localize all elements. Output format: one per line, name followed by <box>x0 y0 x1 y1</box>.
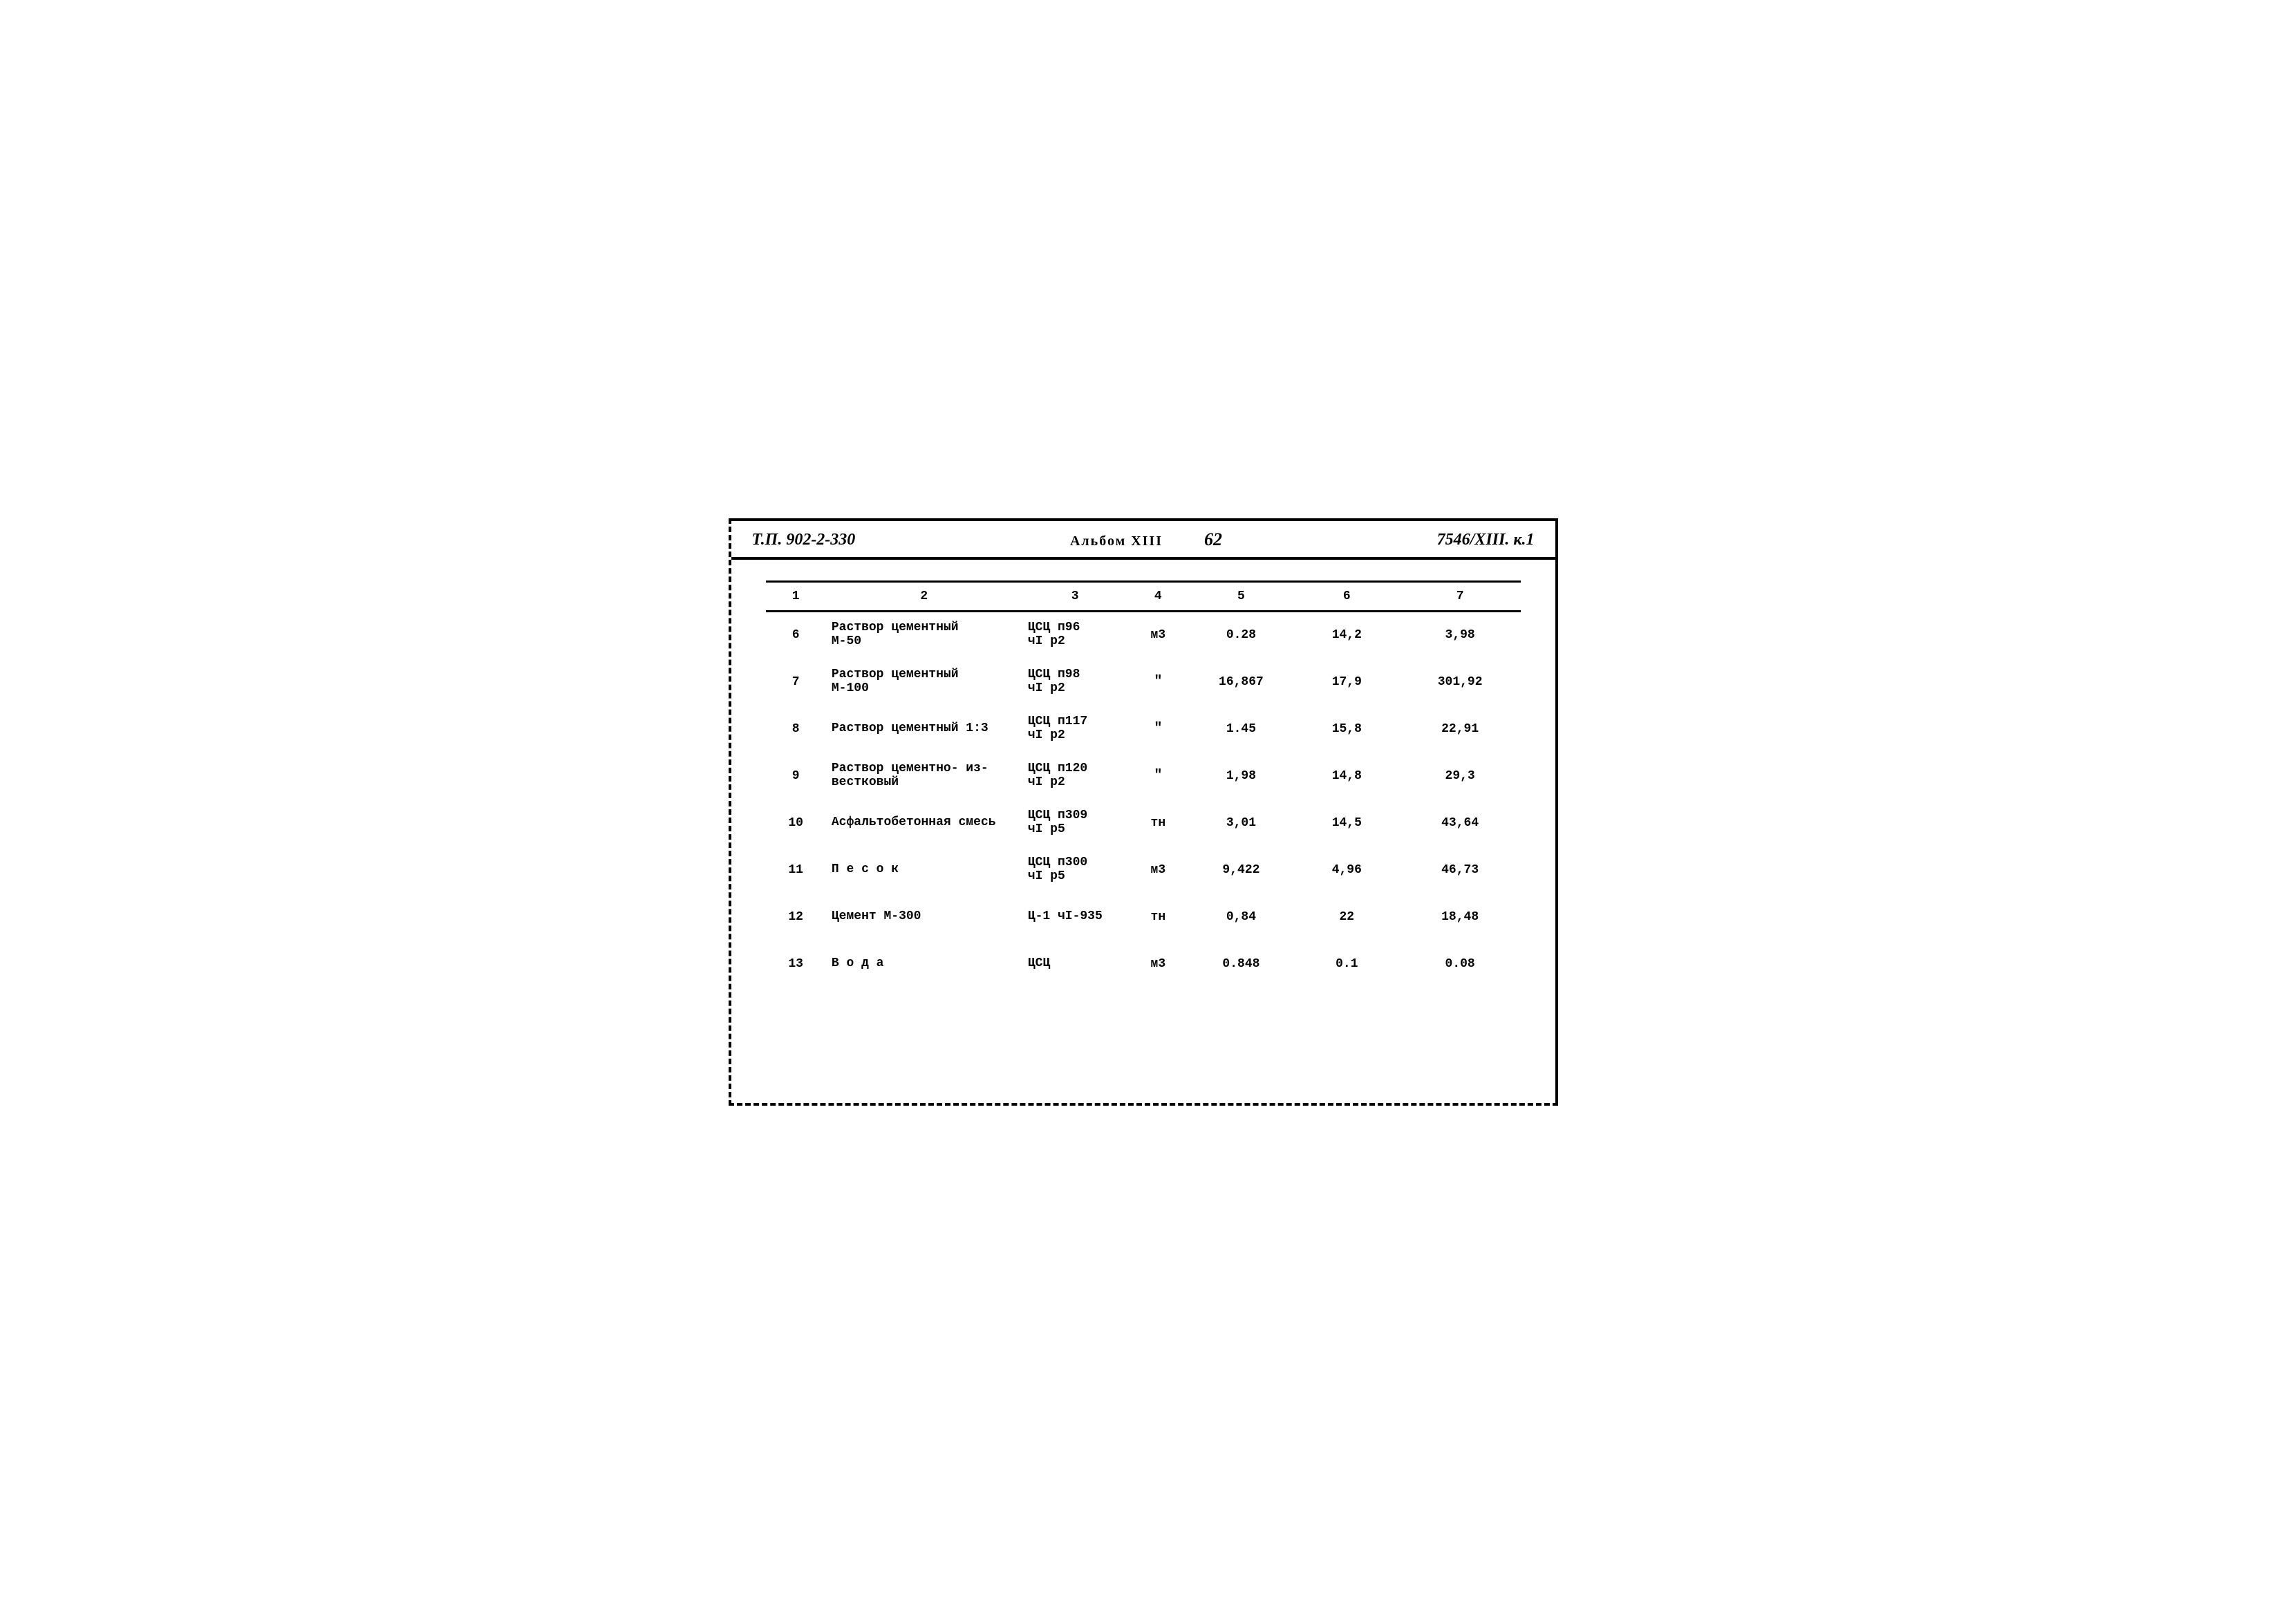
row-unit: " <box>1128 753 1188 800</box>
header-doc-number: Т.П. 902-2-330 <box>752 531 856 549</box>
document-header: Т.П. 902-2-330 Альбом XIII 62 7546/XIII.… <box>731 521 1555 560</box>
row-num: 9 <box>766 753 826 800</box>
row-unit: тн <box>1128 894 1188 941</box>
row-code: Ц-1 чI-935 <box>1022 894 1128 941</box>
table-row: 11 П е с о к ЦСЦ п300чI р5 м3 9,422 4,96… <box>766 847 1521 894</box>
row-total: 29,3 <box>1400 753 1521 800</box>
column-header-5: 5 <box>1188 582 1294 612</box>
header-album-label: Альбом XIII <box>1070 534 1163 549</box>
row-num: 13 <box>766 941 826 988</box>
row-unit: м3 <box>1128 941 1188 988</box>
document-page: Т.П. 902-2-330 Альбом XIII 62 7546/XIII.… <box>729 518 1558 1106</box>
row-unit: " <box>1128 659 1188 706</box>
row-unit: м3 <box>1128 612 1188 659</box>
row-desc: В о д а <box>826 941 1022 988</box>
table-row: 9 Раствор цементно- из-вестковый ЦСЦ п12… <box>766 753 1521 800</box>
table-row: 12 Цемент М-300 Ц-1 чI-935 тн 0,84 22 18… <box>766 894 1521 941</box>
row-rate: 22 <box>1294 894 1400 941</box>
row-qty: 0,84 <box>1188 894 1294 941</box>
column-header-3: 3 <box>1022 582 1128 612</box>
row-code: ЦСЦ п117чI р2 <box>1022 706 1128 753</box>
row-desc: Асфальтобетонная смесь <box>826 800 1022 847</box>
table-row: 7 Раствор цементныйМ-100 ЦСЦ п98чI р2 " … <box>766 659 1521 706</box>
row-qty: 9,422 <box>1188 847 1294 894</box>
row-num: 7 <box>766 659 826 706</box>
row-rate: 0.1 <box>1294 941 1400 988</box>
row-rate: 14,2 <box>1294 612 1400 659</box>
header-center-group: Альбом XIII 62 <box>1070 529 1222 550</box>
row-num: 10 <box>766 800 826 847</box>
row-code: ЦСЦ п309чI р5 <box>1022 800 1128 847</box>
row-code: ЦСЦ п300чI р5 <box>1022 847 1128 894</box>
row-total: 46,73 <box>1400 847 1521 894</box>
table-container: 1 2 3 4 5 6 7 6 Раствор цементныйМ-50 ЦС… <box>731 560 1555 1008</box>
row-desc: Раствор цементный 1:3 <box>826 706 1022 753</box>
row-unit: м3 <box>1128 847 1188 894</box>
row-qty: 1,98 <box>1188 753 1294 800</box>
row-num: 6 <box>766 612 826 659</box>
column-header-1: 1 <box>766 582 826 612</box>
row-code: ЦСЦ п120чI р2 <box>1022 753 1128 800</box>
row-rate: 14,5 <box>1294 800 1400 847</box>
row-desc: П е с о к <box>826 847 1022 894</box>
column-header-2: 2 <box>826 582 1022 612</box>
row-total: 18,48 <box>1400 894 1521 941</box>
header-right-code: 7546/XIII. к.1 <box>1437 531 1535 549</box>
row-rate: 4,96 <box>1294 847 1400 894</box>
row-num: 11 <box>766 847 826 894</box>
row-qty: 16,867 <box>1188 659 1294 706</box>
row-total: 0.08 <box>1400 941 1521 988</box>
row-code: ЦСЦ п96чI р2 <box>1022 612 1128 659</box>
row-total: 3,98 <box>1400 612 1521 659</box>
row-desc: Раствор цементныйМ-100 <box>826 659 1022 706</box>
column-header-7: 7 <box>1400 582 1521 612</box>
row-qty: 3,01 <box>1188 800 1294 847</box>
row-rate: 15,8 <box>1294 706 1400 753</box>
row-qty: 0.28 <box>1188 612 1294 659</box>
row-rate: 17,9 <box>1294 659 1400 706</box>
table-row: 6 Раствор цементныйМ-50 ЦСЦ п96чI р2 м3 … <box>766 612 1521 659</box>
table-row: 8 Раствор цементный 1:3 ЦСЦ п117чI р2 " … <box>766 706 1521 753</box>
row-total: 43,64 <box>1400 800 1521 847</box>
column-header-4: 4 <box>1128 582 1188 612</box>
table-row: 13 В о д а ЦСЦ м3 0.848 0.1 0.08 <box>766 941 1521 988</box>
table-body: 6 Раствор цементныйМ-50 ЦСЦ п96чI р2 м3 … <box>766 612 1521 988</box>
table-header-row: 1 2 3 4 5 6 7 <box>766 582 1521 612</box>
row-total: 301,92 <box>1400 659 1521 706</box>
row-code: ЦСЦ п98чI р2 <box>1022 659 1128 706</box>
row-desc: Цемент М-300 <box>826 894 1022 941</box>
materials-table: 1 2 3 4 5 6 7 6 Раствор цементныйМ-50 ЦС… <box>766 580 1521 988</box>
row-desc: Раствор цементно- из-вестковый <box>826 753 1022 800</box>
row-code: ЦСЦ <box>1022 941 1128 988</box>
row-unit: " <box>1128 706 1188 753</box>
row-num: 8 <box>766 706 826 753</box>
row-qty: 1.45 <box>1188 706 1294 753</box>
column-header-6: 6 <box>1294 582 1400 612</box>
row-num: 12 <box>766 894 826 941</box>
row-total: 22,91 <box>1400 706 1521 753</box>
header-page-number: 62 <box>1204 529 1222 550</box>
row-unit: тн <box>1128 800 1188 847</box>
table-row: 10 Асфальтобетонная смесь ЦСЦ п309чI р5 … <box>766 800 1521 847</box>
row-qty: 0.848 <box>1188 941 1294 988</box>
row-desc: Раствор цементныйМ-50 <box>826 612 1022 659</box>
row-rate: 14,8 <box>1294 753 1400 800</box>
